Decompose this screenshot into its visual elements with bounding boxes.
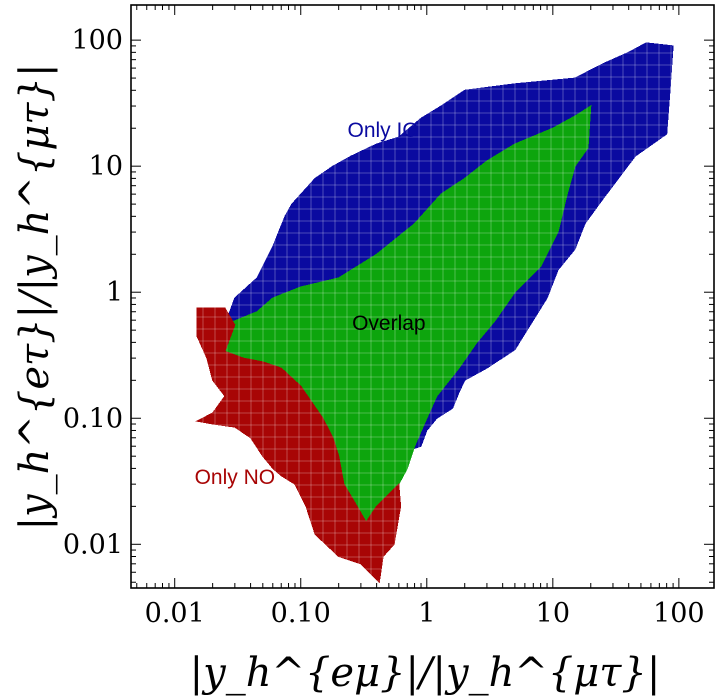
y-tick-label: 1 [106, 277, 123, 308]
regions-layer [195, 42, 674, 584]
x-axis-label: |y_h^{eμ}|/|y_h^{μτ}| [190, 650, 661, 696]
x-tick-label: 10 [536, 598, 570, 629]
annotations-layer: Only IO Overlap Only NO [195, 119, 426, 489]
x-tick-label: 1 [418, 598, 435, 629]
x-tick-label: 0.10 [271, 598, 331, 629]
y-tick-label: 0.10 [63, 403, 123, 434]
region-only-no [195, 307, 402, 584]
y-tick-label: 10 [89, 151, 123, 182]
grid-layer [131, 5, 714, 588]
annotation-overlap: Overlap [352, 312, 426, 335]
annotation-only-io: Only IO [347, 119, 418, 142]
x-tick-label: 100 [653, 598, 705, 629]
y-tick-label: 0.01 [63, 529, 123, 560]
plot-frame [130, 4, 715, 589]
y-axis-label: |y_h^{eτ}|/|y_h^{μτ}| [12, 64, 58, 531]
x-tick-label: 0.01 [145, 598, 205, 629]
annotation-only-no: Only NO [195, 466, 276, 489]
ticks-layer: 0.01 0.10 1 10 100 0.01 0.10 1 10 100 [63, 5, 714, 629]
y-tick-label: 100 [71, 25, 123, 56]
